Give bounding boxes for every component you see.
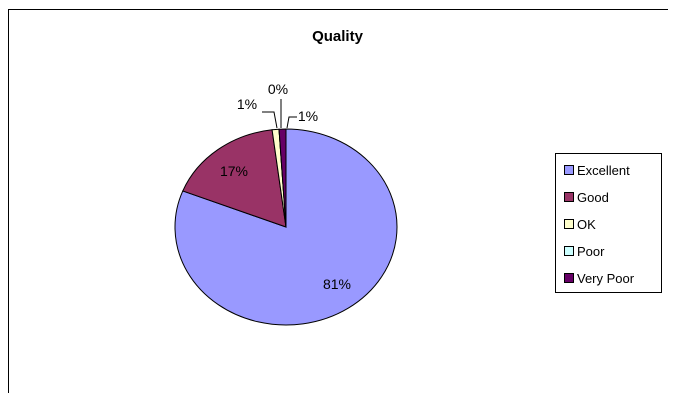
- legend-swatch-ok: [564, 219, 574, 229]
- legend-item-poor: Poor: [564, 242, 604, 260]
- pie-slice-excellent: [174, 128, 398, 326]
- chart-title: Quality: [312, 28, 363, 45]
- data-labels: 81% 17% 1% 0% 1%: [220, 81, 351, 292]
- data-label-very-poor: 1%: [298, 108, 318, 124]
- legend-swatch-good: [564, 192, 574, 202]
- label-leader-lines: [262, 99, 297, 129]
- legend-item-very-poor: Very Poor: [564, 269, 634, 287]
- pie-slices: [174, 128, 398, 326]
- legend-item-good: Good: [564, 188, 609, 206]
- legend: Excellent Good OK Poor Very Poor: [555, 153, 662, 293]
- legend-swatch-excellent: [564, 165, 574, 175]
- legend-label-excellent: Excellent: [577, 162, 630, 178]
- chart-frame-top-border: [8, 9, 668, 10]
- legend-label-ok: OK: [577, 216, 596, 232]
- pie-slice-good: [182, 129, 287, 228]
- legend-item-excellent: Excellent: [564, 161, 630, 179]
- data-label-excellent: 81%: [323, 276, 351, 292]
- legend-label-good: Good: [577, 189, 609, 205]
- legend-swatch-poor: [564, 246, 574, 256]
- legend-swatch-very-poor: [564, 273, 574, 283]
- legend-label-very-poor: Very Poor: [577, 270, 635, 286]
- legend-label-poor: Poor: [577, 243, 605, 259]
- leader-line-very-poor: [286, 116, 297, 129]
- pie-slice-very-poor: [278, 128, 287, 228]
- data-label-poor: 0%: [268, 81, 288, 97]
- chart-frame-left-border: [8, 9, 9, 393]
- data-label-ok: 1%: [237, 96, 257, 112]
- data-label-good: 17%: [220, 163, 248, 179]
- leader-line-ok: [262, 111, 278, 129]
- legend-item-ok: OK: [564, 215, 596, 233]
